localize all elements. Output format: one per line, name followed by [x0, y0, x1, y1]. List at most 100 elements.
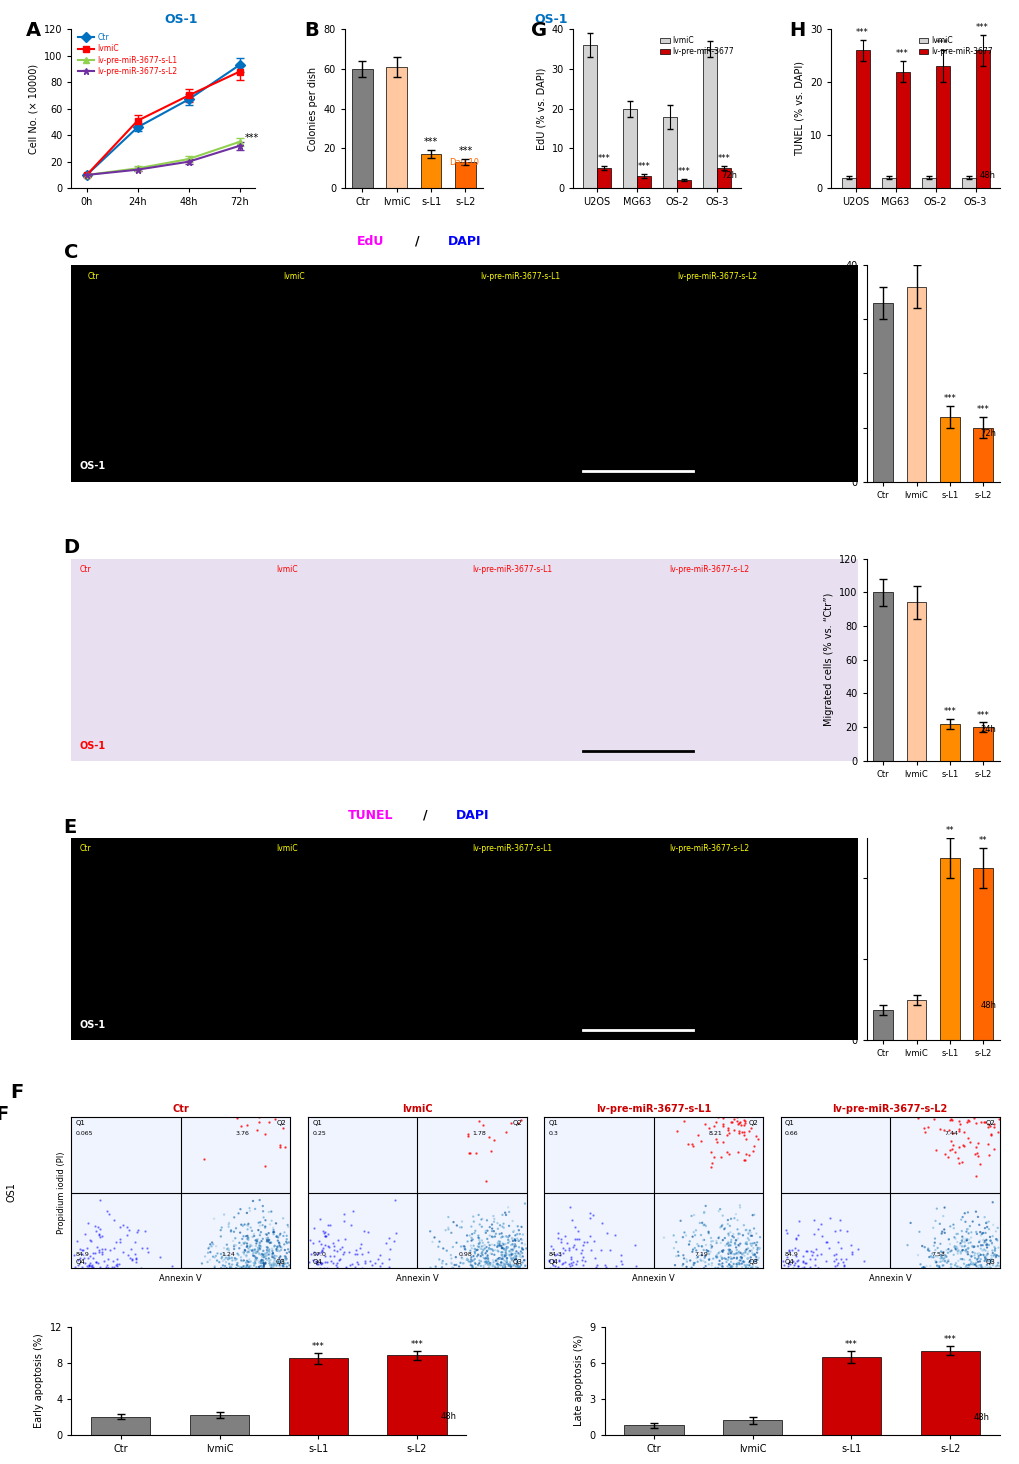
Point: [969, 1250, 985, 1274]
Point: [264, 1246, 280, 1269]
Point: [507, 1244, 524, 1268]
Point: [739, 1256, 755, 1280]
Point: [494, 1215, 511, 1239]
Point: [687, 1218, 703, 1241]
Point: [448, 1214, 465, 1237]
Point: [325, 1244, 341, 1268]
Point: [938, 1241, 955, 1265]
Point: [495, 1239, 512, 1262]
Point: [247, 1249, 263, 1272]
Point: [949, 1240, 965, 1263]
Point: [691, 1247, 707, 1271]
Point: [106, 1209, 122, 1233]
Point: [718, 1255, 735, 1278]
Point: [270, 1250, 286, 1274]
Point: [978, 1236, 995, 1259]
Bar: [386, 67, 407, 189]
Text: Q3: Q3: [512, 1259, 522, 1265]
Point: [732, 1114, 748, 1138]
Text: Q2: Q2: [276, 1120, 285, 1126]
Point: [494, 1225, 511, 1249]
Point: [268, 1212, 284, 1236]
Point: [85, 1241, 101, 1265]
Point: [720, 1241, 737, 1265]
Point: [235, 1241, 252, 1265]
Point: [81, 1255, 97, 1278]
Point: [985, 1236, 1002, 1259]
Point: [506, 1244, 523, 1268]
Point: [965, 1244, 981, 1268]
Point: [516, 1249, 532, 1272]
Point: [737, 1231, 753, 1255]
Point: [794, 1256, 810, 1280]
Point: [738, 1233, 754, 1256]
Point: [322, 1249, 338, 1272]
Point: [438, 1252, 454, 1275]
Point: [786, 1253, 802, 1277]
Text: OS-1: OS-1: [534, 13, 568, 26]
Point: [986, 1246, 1003, 1269]
Point: [227, 1234, 244, 1258]
Point: [957, 1255, 973, 1278]
Point: [977, 1233, 994, 1256]
Point: [468, 1239, 484, 1262]
Point: [443, 1252, 460, 1275]
Point: [481, 1255, 497, 1278]
Point: [982, 1244, 999, 1268]
Point: [507, 1247, 524, 1271]
Point: [331, 1247, 347, 1271]
Point: [221, 1255, 237, 1278]
Point: [930, 1117, 947, 1140]
Point: [721, 1221, 738, 1244]
Point: [738, 1253, 754, 1277]
Point: [242, 1239, 258, 1262]
X-axis label: Annexin V: Annexin V: [868, 1274, 911, 1282]
Point: [239, 1240, 256, 1263]
Point: [317, 1220, 333, 1243]
Point: [780, 1250, 796, 1274]
Point: [252, 1222, 268, 1246]
Point: [497, 1203, 514, 1227]
Point: [915, 1256, 931, 1280]
Text: 48h: 48h: [978, 171, 995, 180]
Point: [949, 1237, 965, 1261]
Point: [576, 1230, 592, 1253]
Point: [504, 1243, 521, 1266]
Point: [271, 1252, 287, 1275]
Point: [718, 1140, 735, 1164]
Point: [544, 1237, 560, 1261]
Point: [695, 1239, 711, 1262]
Point: [313, 1252, 329, 1275]
Point: [913, 1234, 929, 1258]
Point: [932, 1240, 949, 1263]
Point: [981, 1255, 998, 1278]
Point: [685, 1253, 701, 1277]
Point: [263, 1256, 279, 1280]
Point: [971, 1243, 987, 1266]
Point: [804, 1240, 820, 1263]
Point: [342, 1214, 359, 1237]
Point: [372, 1255, 388, 1278]
Point: [239, 1250, 256, 1274]
Point: [341, 1240, 358, 1263]
Point: [713, 1255, 730, 1278]
Point: [479, 1247, 495, 1271]
Point: [109, 1252, 125, 1275]
Text: **: **: [978, 836, 986, 845]
Point: [497, 1252, 514, 1275]
Point: [128, 1250, 145, 1274]
Point: [476, 1247, 492, 1271]
Point: [730, 1140, 746, 1164]
Point: [989, 1252, 1006, 1275]
Point: [970, 1241, 986, 1265]
Point: [745, 1203, 761, 1227]
Point: [127, 1246, 144, 1269]
Point: [826, 1243, 843, 1266]
Point: [988, 1120, 1005, 1143]
Point: [975, 1231, 991, 1255]
Point: [693, 1234, 709, 1258]
Point: [242, 1255, 258, 1278]
Point: [473, 1208, 489, 1231]
Point: [688, 1246, 704, 1269]
Point: [817, 1231, 834, 1255]
